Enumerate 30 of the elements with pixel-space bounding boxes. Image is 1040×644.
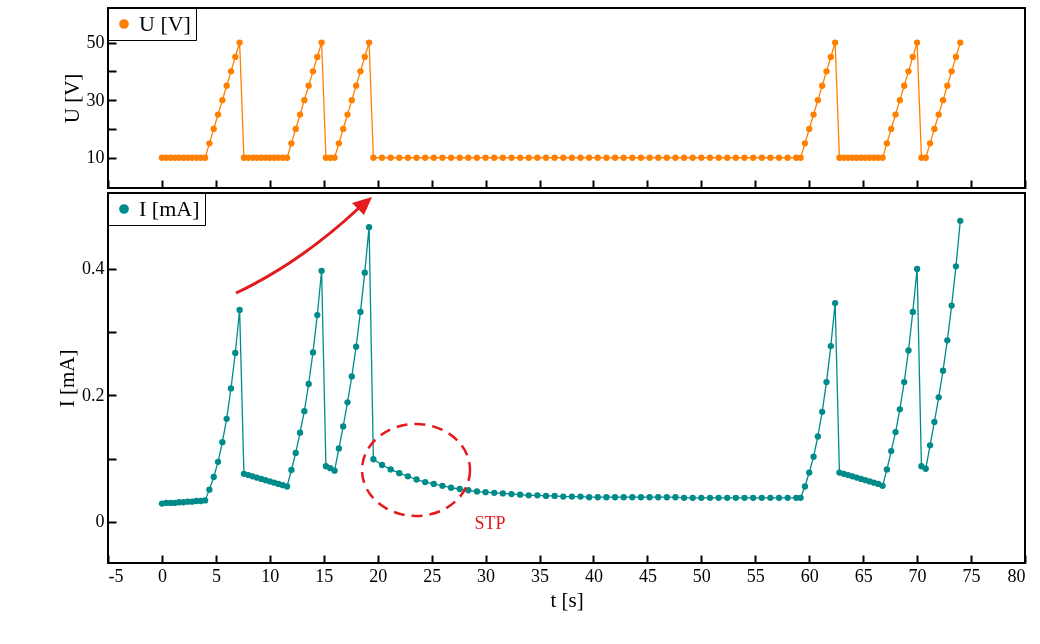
x-tick-label: 65 [854, 565, 873, 586]
x-tick-label: 0 [157, 565, 167, 586]
y-tick-label: 0 [95, 511, 105, 532]
x-axis-title: t [s] [550, 587, 584, 612]
x-tick-label: 5 [211, 565, 221, 586]
x-tick-label: 45 [638, 565, 657, 586]
legend-label: I [mA] [139, 196, 200, 221]
y-tick-label: 0.4 [82, 258, 105, 279]
x-tick-label: 60 [800, 565, 819, 586]
x-tick-label: 40 [584, 565, 603, 586]
x-tick-label: 50 [692, 565, 711, 586]
x-tick-label: 25 [423, 565, 442, 586]
annotation: STP [474, 513, 506, 533]
x-tick-label: 75 [962, 565, 981, 586]
y-axis-title: U [V] [59, 73, 84, 124]
y-tick-label: 0.2 [82, 384, 105, 405]
y-tick-label: 10 [86, 147, 105, 168]
x-tick-label: 35 [531, 565, 550, 586]
x-tick-label: 15 [315, 565, 334, 586]
legend-label: U [V] [139, 11, 191, 36]
x-tick-label: 55 [746, 565, 765, 586]
y-tick-label: 30 [86, 89, 105, 110]
y-axis-title: I [mA] [55, 349, 79, 408]
x-tick-label: 70 [908, 565, 927, 586]
x-tick-label: 10 [261, 565, 280, 586]
x-tick-label: 30 [477, 565, 496, 586]
x-tick-label: -5 [108, 565, 124, 586]
x-tick-label: 20 [369, 565, 388, 586]
x-tick-label: 80 [1007, 565, 1026, 586]
y-tick-label: 50 [86, 32, 105, 53]
